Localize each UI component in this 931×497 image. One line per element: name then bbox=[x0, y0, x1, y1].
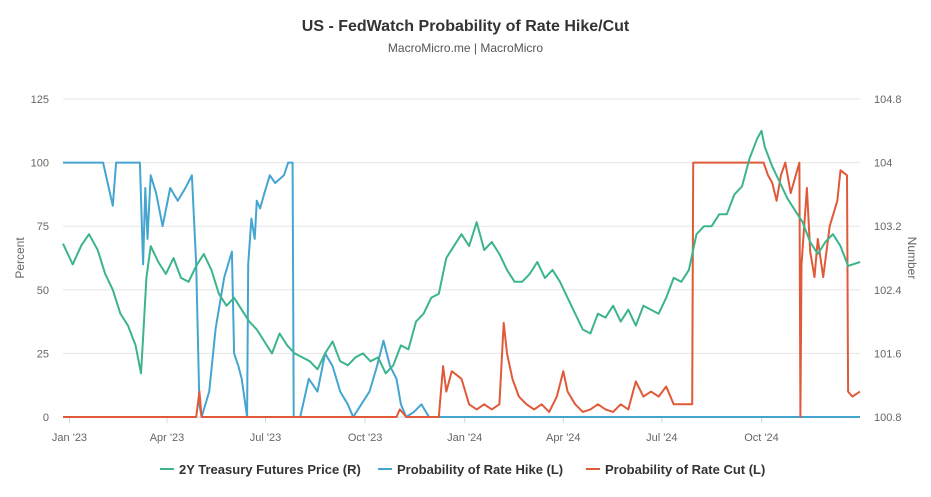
right-axis-ticks: 100.8 101.6 102.4 103.2 104 104.8 bbox=[874, 94, 902, 424]
left-axis-title: Percent bbox=[13, 237, 27, 279]
chart-subtitle: MacroMicro.me | MacroMicro bbox=[388, 41, 543, 55]
legend-item-label[interactable]: Probability of Rate Cut (L) bbox=[605, 462, 765, 477]
right-tick-label: 104 bbox=[874, 158, 892, 170]
x-tick-label: Apr '23 bbox=[150, 432, 185, 444]
x-axis-ticks: Jan '23 Apr '23 Jul '23 Oct '23 Jan '24 Apr '… bbox=[52, 416, 860, 444]
right-tick-label: 100.8 bbox=[874, 412, 902, 424]
x-tick-label: Jan '24 bbox=[447, 432, 482, 444]
x-tick-label: Jul '23 bbox=[250, 432, 281, 444]
left-tick-label: 0 bbox=[43, 412, 49, 424]
x-tick-label: Jul '24 bbox=[646, 432, 677, 444]
left-tick-label: 125 bbox=[31, 94, 49, 106]
series-line-1 bbox=[63, 161, 860, 418]
x-tick-label: Oct '24 bbox=[744, 432, 779, 444]
left-tick-label: 75 bbox=[37, 221, 49, 233]
grid-lines bbox=[63, 98, 860, 354]
series-layer bbox=[62, 129, 861, 418]
series-line-0 bbox=[62, 129, 861, 375]
left-tick-label: 25 bbox=[37, 348, 49, 360]
x-tick-label: Apr '24 bbox=[546, 432, 581, 444]
legend: 2Y Treasury Futures Price (R) Probability… bbox=[160, 462, 765, 477]
left-tick-label: 100 bbox=[31, 158, 49, 170]
right-tick-label: 101.6 bbox=[874, 348, 902, 360]
x-tick-label: Oct '23 bbox=[348, 432, 383, 444]
legend-item-label[interactable]: 2Y Treasury Futures Price (R) bbox=[179, 462, 361, 477]
x-tick-label: Jan '23 bbox=[52, 432, 87, 444]
chart-title: US - FedWatch Probability of Rate Hike/C… bbox=[302, 18, 630, 35]
right-tick-label: 104.8 bbox=[874, 94, 902, 106]
left-tick-label: 50 bbox=[37, 285, 49, 297]
right-tick-label: 102.4 bbox=[874, 285, 902, 297]
legend-item-label[interactable]: Probability of Rate Hike (L) bbox=[397, 462, 563, 477]
right-axis-title: Number bbox=[905, 237, 919, 280]
left-axis-ticks: 0 25 50 75 100 125 bbox=[31, 94, 49, 424]
right-tick-label: 103.2 bbox=[874, 221, 902, 233]
